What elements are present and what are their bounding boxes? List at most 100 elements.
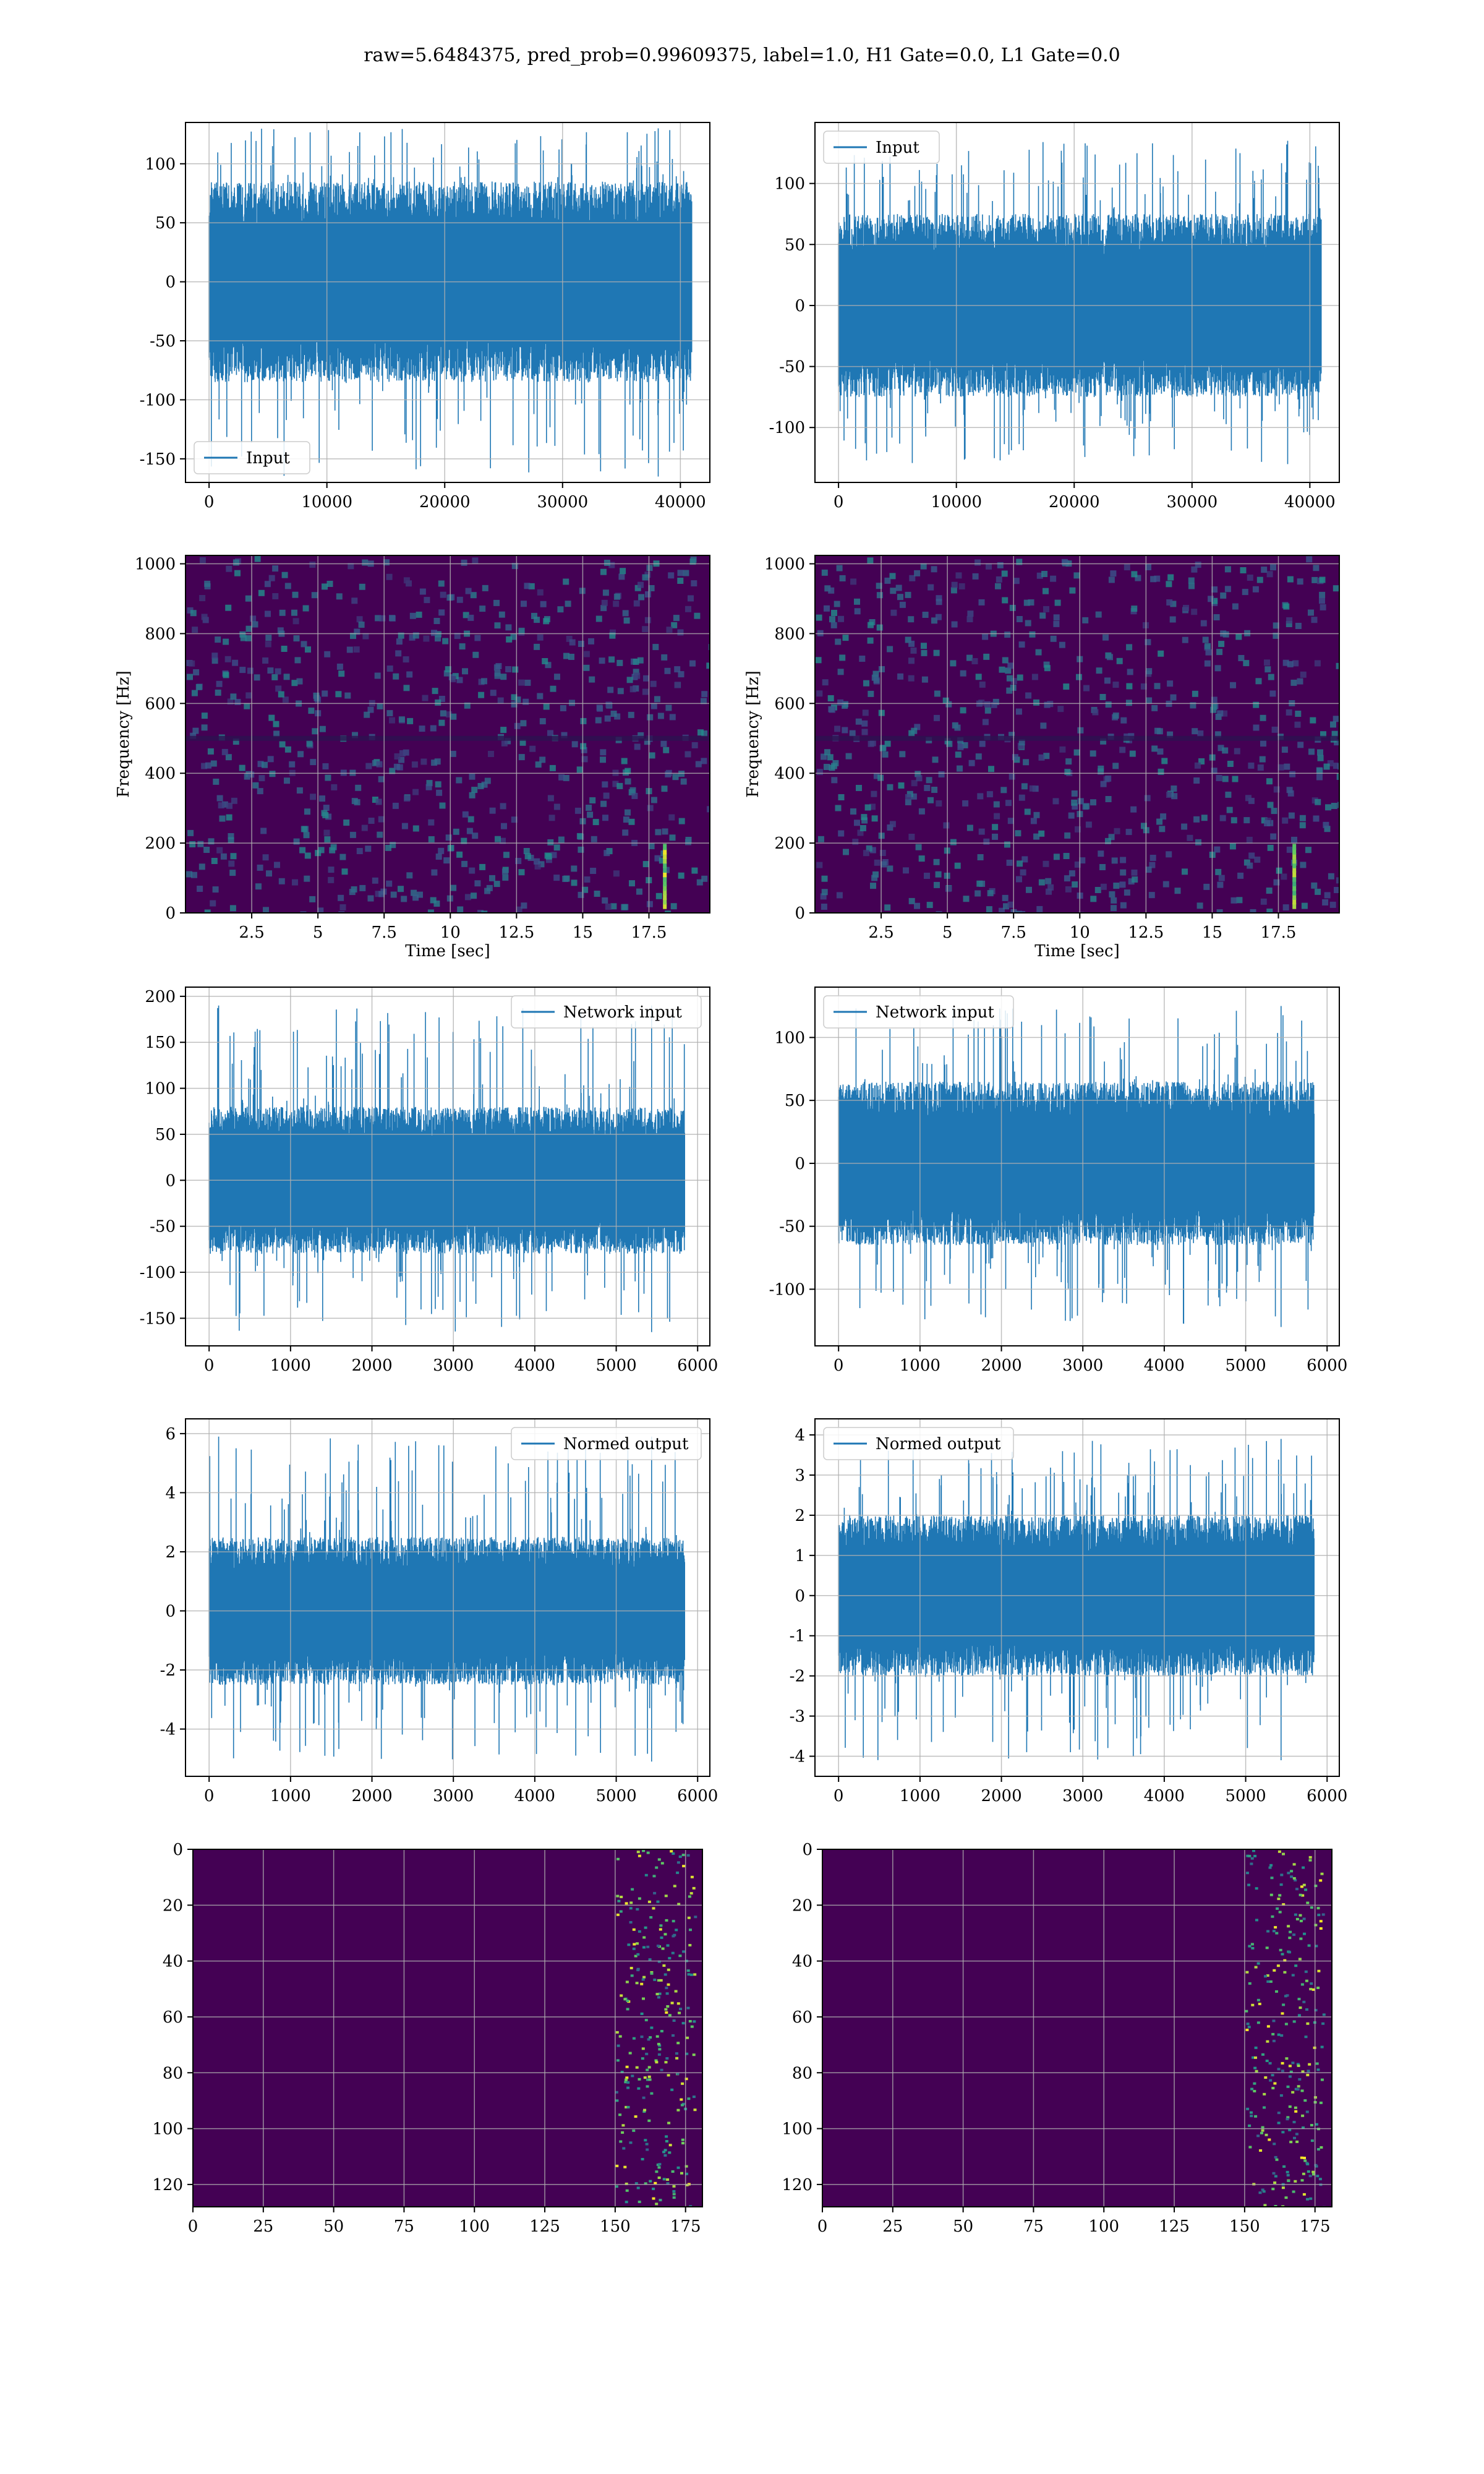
chirp-cell [663, 848, 667, 855]
heatmap-cell [331, 784, 338, 790]
heatmap-cell [1230, 817, 1237, 824]
heatmap-cell [1308, 609, 1314, 616]
heatmap-cell [1151, 745, 1158, 752]
x-tick-label: 40000 [655, 493, 706, 511]
feature-cell [1306, 2198, 1309, 2201]
heatmap-cell [905, 794, 911, 800]
heatmap-cell [622, 829, 629, 836]
feature-cell [659, 2199, 662, 2202]
heatmap-cell [461, 837, 467, 844]
heatmap-cell [954, 862, 961, 869]
heatmap-cell [223, 638, 229, 645]
heatmap-cell [1256, 576, 1263, 583]
heatmap-cell [1020, 869, 1026, 876]
x-tick-label: 2000 [351, 1787, 392, 1805]
feature-cell [1245, 2029, 1249, 2031]
heatmap-cell [1140, 683, 1147, 690]
feature-cell [1304, 2035, 1308, 2039]
feature-cell [646, 1851, 650, 1854]
heatmap-cell [296, 678, 303, 685]
heatmap-cell [289, 761, 296, 768]
feature-cell [1294, 2180, 1297, 2183]
feature-cell [1286, 2116, 1290, 2119]
heatmap-cell [871, 815, 878, 822]
feature-cell [1316, 1987, 1320, 1989]
heatmap-cell [1211, 703, 1217, 710]
feature-cell [657, 1858, 661, 1861]
heatmap-cell [836, 892, 843, 899]
heatmap-cell [1108, 834, 1115, 841]
heatmap-cell [1192, 690, 1198, 697]
heatmap-cell [548, 815, 555, 821]
heatmap-cell [549, 764, 556, 771]
feature-cell [632, 2037, 636, 2040]
feature-cell [1320, 2078, 1324, 2081]
heatmap-cell [881, 861, 887, 868]
heatmap-cell [1218, 875, 1225, 881]
heatmap-cell [234, 699, 241, 705]
feature-cell [1308, 2175, 1312, 2178]
feature-cell [1248, 1982, 1252, 1985]
heatmap-cell [1064, 769, 1071, 775]
heatmap-cell [1183, 605, 1189, 611]
x-tick-label: 4000 [514, 1356, 555, 1375]
heatmap-cell [843, 849, 849, 855]
feature-cell [1274, 2175, 1277, 2178]
heatmap-cell [404, 795, 411, 802]
heatmap-cell [1283, 603, 1290, 610]
chirp-cell [1292, 867, 1297, 873]
heatmap-cell [1130, 806, 1137, 813]
heatmap-cell [244, 773, 250, 780]
feature-cell [662, 2178, 666, 2181]
heatmap-cell [884, 740, 891, 747]
heatmap-cell [1217, 710, 1224, 717]
heatmap-cell [1167, 574, 1174, 581]
heatmap-cell [269, 771, 276, 777]
feature-cell [1271, 2087, 1275, 2090]
heatmap-cell [1288, 812, 1295, 819]
heatmap-cell [633, 669, 639, 675]
heatmap-cell [1191, 566, 1198, 573]
feature-cell [648, 2078, 652, 2081]
heatmap-cell [650, 680, 657, 687]
feature-cell [667, 1968, 670, 1971]
heatmap-cell [1311, 617, 1318, 623]
feature-cell [1268, 1866, 1272, 1869]
heatmap-cell [312, 728, 318, 735]
heatmap-cell [986, 906, 992, 913]
heatmap-cell [348, 563, 354, 570]
feature-cell [1264, 1975, 1267, 1978]
feature-cell [1288, 2105, 1292, 2108]
feature-cell [1284, 1995, 1287, 1998]
heatmap-cell [911, 727, 918, 734]
heatmap-cell [1105, 837, 1111, 844]
feature-cell [663, 1973, 667, 1976]
feature-cell [672, 2196, 676, 2199]
heatmap-cell [873, 773, 880, 779]
heatmap-cell [215, 689, 221, 696]
heatmap-cell [438, 696, 445, 702]
feature-cell [1300, 2179, 1304, 2182]
heatmap-cell [629, 686, 636, 693]
heatmap-cell [304, 875, 310, 882]
heatmap-cell [866, 845, 872, 852]
heatmap-cell [918, 855, 925, 862]
heatmap-cell [219, 815, 226, 822]
feature-cell [1279, 1948, 1282, 1951]
x-tick-label: 0 [188, 2217, 198, 2236]
heatmap-cell [882, 751, 889, 758]
y-tick-label: 0 [165, 904, 176, 923]
heatmap-cell [1038, 879, 1045, 886]
heatmap-cell [263, 907, 269, 913]
axes-frame [814, 1418, 1340, 1777]
heatmap-cell [255, 883, 262, 890]
feature-cell [663, 2154, 667, 2157]
heatmap-cell [911, 780, 918, 787]
feature-cell [1289, 1930, 1292, 1933]
feature-cell [1302, 2193, 1306, 2196]
heatmap-cell [364, 711, 370, 718]
heatmap-cell [1150, 576, 1157, 583]
heatmap-cell [466, 828, 473, 834]
heatmap-cell [432, 688, 438, 695]
heatmap-cell [349, 889, 356, 896]
